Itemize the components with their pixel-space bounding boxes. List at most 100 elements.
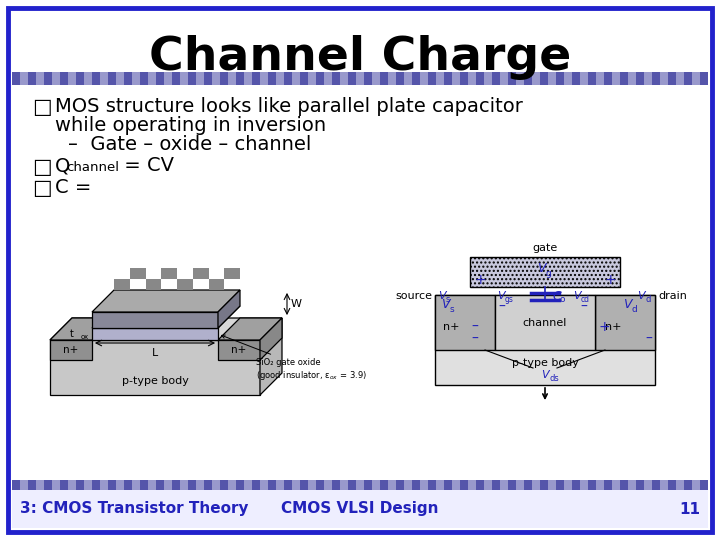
Polygon shape bbox=[218, 290, 240, 328]
Bar bbox=[388, 480, 396, 490]
Bar bbox=[12, 490, 708, 528]
Text: gs: gs bbox=[505, 295, 514, 305]
Bar bbox=[76, 480, 84, 490]
Text: Q: Q bbox=[55, 156, 71, 175]
Bar bbox=[268, 72, 276, 85]
Text: V: V bbox=[573, 291, 580, 301]
Bar bbox=[508, 480, 516, 490]
Bar bbox=[204, 480, 212, 490]
Text: n+: n+ bbox=[443, 322, 459, 332]
Bar bbox=[660, 480, 668, 490]
Text: V: V bbox=[541, 370, 549, 380]
Bar bbox=[652, 72, 660, 85]
Bar bbox=[292, 480, 300, 490]
Text: –: – bbox=[471, 332, 478, 346]
Bar bbox=[692, 480, 700, 490]
Bar bbox=[412, 480, 420, 490]
Bar bbox=[612, 72, 620, 85]
Polygon shape bbox=[260, 318, 282, 360]
Bar bbox=[252, 72, 260, 85]
Bar bbox=[68, 480, 76, 490]
Text: MOS structure looks like parallel plate capacitor: MOS structure looks like parallel plate … bbox=[55, 97, 523, 116]
Bar bbox=[468, 72, 476, 85]
Text: –: – bbox=[580, 300, 587, 314]
Text: □: □ bbox=[32, 157, 52, 177]
Bar bbox=[50, 340, 260, 395]
Bar bbox=[124, 72, 132, 85]
Text: □: □ bbox=[32, 178, 52, 198]
Bar bbox=[340, 72, 348, 85]
Bar bbox=[212, 72, 220, 85]
Bar bbox=[604, 480, 612, 490]
Text: o: o bbox=[560, 295, 565, 305]
Text: channel: channel bbox=[523, 318, 567, 328]
Bar bbox=[140, 480, 148, 490]
Bar bbox=[220, 480, 228, 490]
Bar bbox=[356, 72, 364, 85]
Bar bbox=[524, 480, 532, 490]
Text: SiO₂ gate oxide
(good insulator, ε$_{ox}$ = 3.9): SiO₂ gate oxide (good insulator, ε$_{ox}… bbox=[222, 335, 367, 382]
Bar bbox=[604, 72, 612, 85]
Bar bbox=[364, 72, 372, 85]
Bar bbox=[420, 480, 428, 490]
Bar bbox=[516, 72, 524, 85]
Bar bbox=[636, 72, 644, 85]
Polygon shape bbox=[218, 318, 282, 340]
Text: 3: CMOS Transistor Theory: 3: CMOS Transistor Theory bbox=[20, 502, 248, 516]
Bar bbox=[244, 72, 252, 85]
Bar bbox=[284, 72, 292, 85]
Bar bbox=[36, 480, 44, 490]
Bar bbox=[620, 480, 628, 490]
Bar bbox=[396, 480, 404, 490]
Bar bbox=[68, 72, 76, 85]
Bar bbox=[484, 480, 492, 490]
Bar bbox=[193, 268, 209, 279]
Bar bbox=[668, 480, 676, 490]
Bar bbox=[268, 480, 276, 490]
Bar bbox=[435, 295, 655, 385]
Bar bbox=[140, 72, 148, 85]
Bar bbox=[532, 480, 540, 490]
Bar bbox=[564, 480, 572, 490]
Text: –: – bbox=[645, 332, 652, 346]
Bar bbox=[500, 480, 508, 490]
Bar bbox=[188, 480, 196, 490]
Text: V: V bbox=[637, 291, 644, 301]
Bar bbox=[348, 72, 356, 85]
Bar bbox=[164, 72, 172, 85]
Bar bbox=[636, 480, 644, 490]
Bar bbox=[177, 279, 193, 290]
Bar bbox=[460, 480, 468, 490]
Bar bbox=[260, 72, 268, 85]
Bar bbox=[484, 72, 492, 85]
Bar bbox=[156, 72, 164, 85]
Bar bbox=[100, 72, 108, 85]
Bar bbox=[628, 72, 636, 85]
Bar bbox=[50, 340, 92, 360]
Bar bbox=[116, 72, 124, 85]
Bar bbox=[44, 72, 52, 85]
Text: +: + bbox=[475, 273, 487, 287]
Bar bbox=[436, 480, 444, 490]
Bar bbox=[556, 72, 564, 85]
Bar bbox=[92, 480, 100, 490]
Bar bbox=[692, 72, 700, 85]
Text: L: L bbox=[152, 348, 158, 358]
Bar bbox=[412, 72, 420, 85]
Bar bbox=[684, 480, 692, 490]
Polygon shape bbox=[50, 318, 282, 340]
Bar bbox=[292, 72, 300, 85]
Bar bbox=[684, 72, 692, 85]
Bar bbox=[348, 480, 356, 490]
Text: cd: cd bbox=[581, 295, 590, 305]
Polygon shape bbox=[92, 306, 240, 328]
Text: n+: n+ bbox=[231, 345, 247, 355]
Bar bbox=[580, 72, 588, 85]
Bar bbox=[60, 72, 68, 85]
Bar bbox=[252, 480, 260, 490]
Bar bbox=[172, 72, 180, 85]
Bar bbox=[108, 480, 116, 490]
Bar bbox=[20, 72, 28, 85]
Bar bbox=[148, 480, 156, 490]
Bar bbox=[452, 480, 460, 490]
